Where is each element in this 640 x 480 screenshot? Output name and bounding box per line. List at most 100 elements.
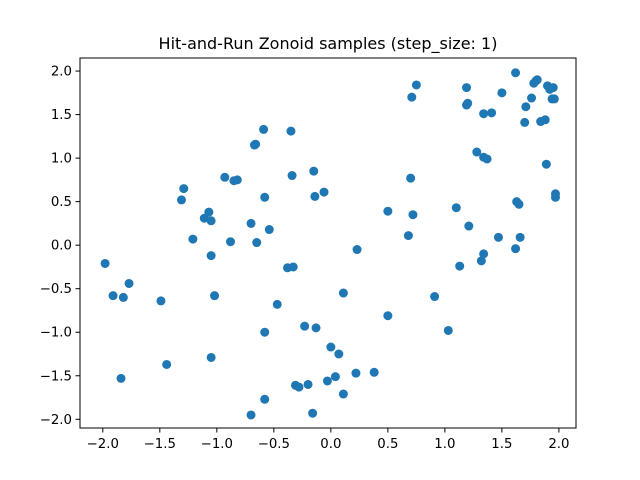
scatter-point — [246, 218, 256, 228]
scatter-point — [472, 147, 482, 157]
scatter-point — [407, 92, 417, 102]
scatter-point — [463, 98, 473, 108]
chart-title: Hit-and-Run Zonoid samples (step_size: 1… — [159, 34, 498, 54]
scatter-point — [100, 258, 110, 268]
x-tick-label: −2.0 — [87, 437, 119, 452]
scatter-point — [252, 238, 262, 248]
scatter-point — [430, 292, 440, 302]
scatter-point — [464, 221, 474, 231]
x-tick-label: 2.0 — [548, 437, 569, 452]
scatter-point — [451, 203, 461, 213]
scatter-point — [548, 83, 558, 93]
scatter-point — [124, 278, 134, 288]
y-tick-label: 1.0 — [51, 152, 72, 167]
x-tick-label: 0.0 — [320, 437, 341, 452]
x-tick-label: 1.0 — [434, 437, 455, 452]
y-tick-label: −1.5 — [40, 369, 72, 384]
scatter-point — [179, 184, 189, 194]
scatter-point — [108, 291, 118, 301]
scatter-point — [383, 206, 393, 216]
scatter-point — [156, 296, 166, 306]
plot-area-background — [80, 58, 576, 428]
scatter-point — [310, 191, 320, 201]
scatter-point — [383, 311, 393, 321]
x-tick-label: −0.5 — [258, 437, 290, 452]
x-tick-label: 1.5 — [491, 437, 512, 452]
x-axis-ticks: −2.0 −1.5 −1.0 −0.5 0.0 0.5 1.0 1.5 2.0 — [87, 428, 569, 452]
scatter-point — [511, 68, 521, 78]
scatter-point — [532, 75, 542, 85]
scatter-point — [515, 232, 525, 242]
scatter-point — [264, 225, 274, 235]
scatter-point — [251, 139, 261, 149]
y-tick-label: 2.0 — [51, 65, 72, 80]
scatter-point — [259, 124, 269, 134]
scatter-point — [511, 244, 521, 254]
y-tick-label: −1.0 — [40, 326, 72, 341]
plot-frame — [79, 57, 577, 429]
scatter-point — [311, 323, 321, 333]
scatter-point — [541, 159, 551, 169]
scatter-point — [287, 171, 297, 181]
y-tick-label: −2.0 — [40, 413, 72, 428]
scatter-point — [369, 367, 379, 377]
x-tick-label: −1.0 — [201, 437, 233, 452]
x-tick-label: 0.5 — [377, 437, 398, 452]
scatter-point — [210, 291, 220, 301]
scatter-point — [550, 192, 560, 202]
scatter-point — [300, 321, 310, 331]
scatter-point — [326, 342, 336, 352]
scatter-point — [476, 256, 486, 266]
scatter-point — [319, 187, 329, 197]
scatter-point — [352, 245, 362, 255]
scatter-point — [260, 394, 270, 404]
scatter-point — [482, 154, 492, 164]
scatter-point — [260, 327, 270, 337]
scatter-point — [334, 349, 344, 359]
scatter-point — [226, 237, 236, 247]
scatter-point — [294, 382, 304, 392]
scatter-point — [116, 373, 126, 383]
scatter-point — [303, 379, 313, 389]
scatter-point — [204, 207, 214, 217]
scatter-point — [176, 195, 186, 205]
scatter-point — [406, 173, 416, 183]
scatter-point — [232, 175, 242, 185]
x-tick-label: −1.5 — [144, 437, 176, 452]
scatter-point — [206, 352, 216, 362]
scatter-point — [462, 83, 472, 93]
scatter-point — [403, 231, 413, 241]
scatter-point — [206, 251, 216, 261]
y-axis-ticks: −2.0 −1.5 −1.0 −0.5 0.0 0.5 1.0 1.5 2.0 — [40, 65, 80, 428]
scatter-point — [487, 108, 497, 118]
scatter-point — [246, 410, 256, 420]
scatter-point — [549, 94, 559, 104]
scatter-point — [330, 372, 340, 382]
scatter-point — [162, 359, 172, 369]
scatter-point — [527, 93, 537, 103]
scatter-point — [322, 376, 332, 386]
scatter-point — [455, 261, 465, 271]
scatter-point — [520, 117, 530, 127]
data-points — [100, 68, 560, 420]
scatter-point — [309, 166, 319, 176]
scatter-point — [351, 368, 361, 378]
scatter-point — [308, 408, 318, 418]
scatter-point — [411, 80, 421, 90]
scatter-point — [479, 249, 489, 259]
scatter-point — [540, 115, 550, 125]
scatter-point — [338, 288, 348, 298]
scatter-point — [408, 210, 418, 220]
y-tick-label: 1.5 — [51, 108, 72, 123]
scatter-point — [260, 192, 270, 202]
scatter-point — [220, 172, 230, 182]
y-tick-label: 0.0 — [51, 239, 72, 254]
scatter-point — [272, 299, 282, 309]
scatter-point — [443, 325, 453, 335]
scatter-point — [338, 389, 348, 399]
scatter-point — [118, 292, 128, 302]
scatter-point — [286, 126, 296, 136]
scatter-point — [497, 88, 507, 98]
